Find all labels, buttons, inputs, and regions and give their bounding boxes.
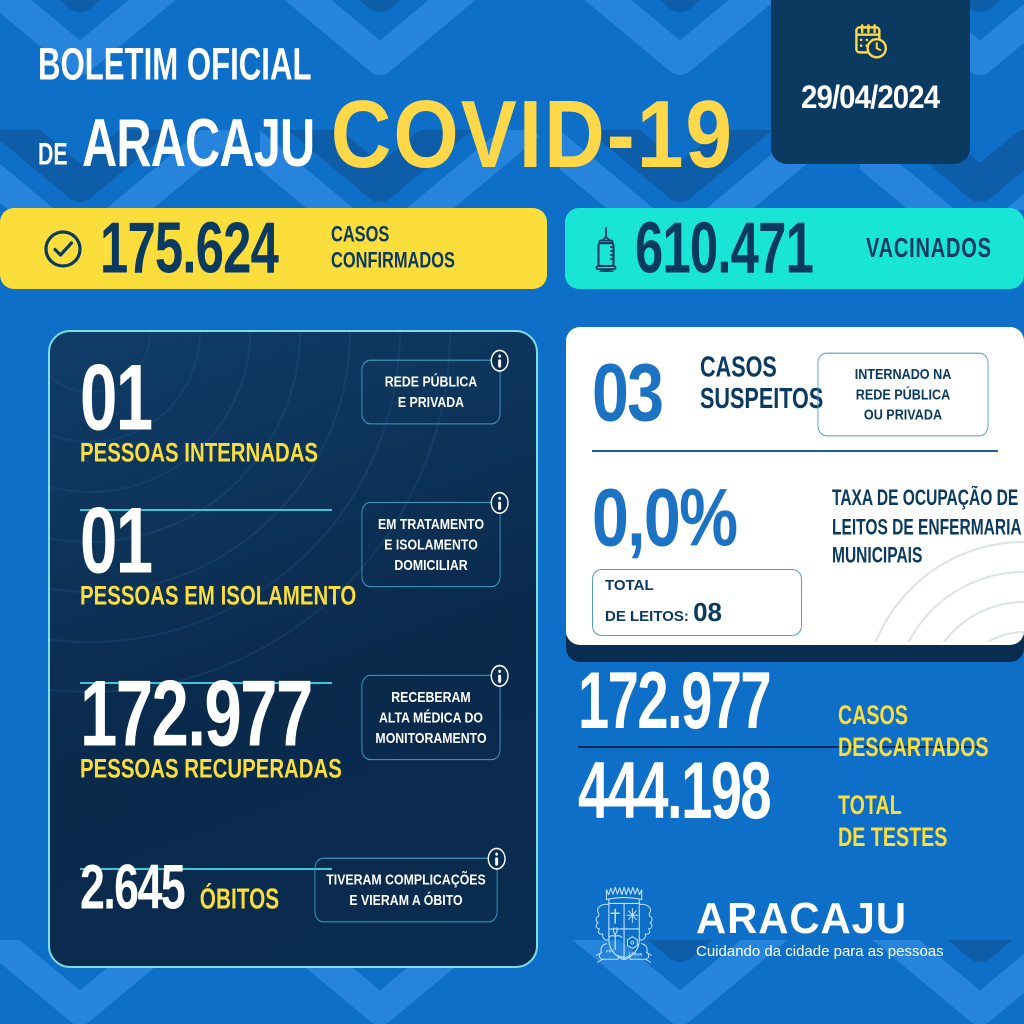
svg-text:ET: ET [620,955,625,959]
